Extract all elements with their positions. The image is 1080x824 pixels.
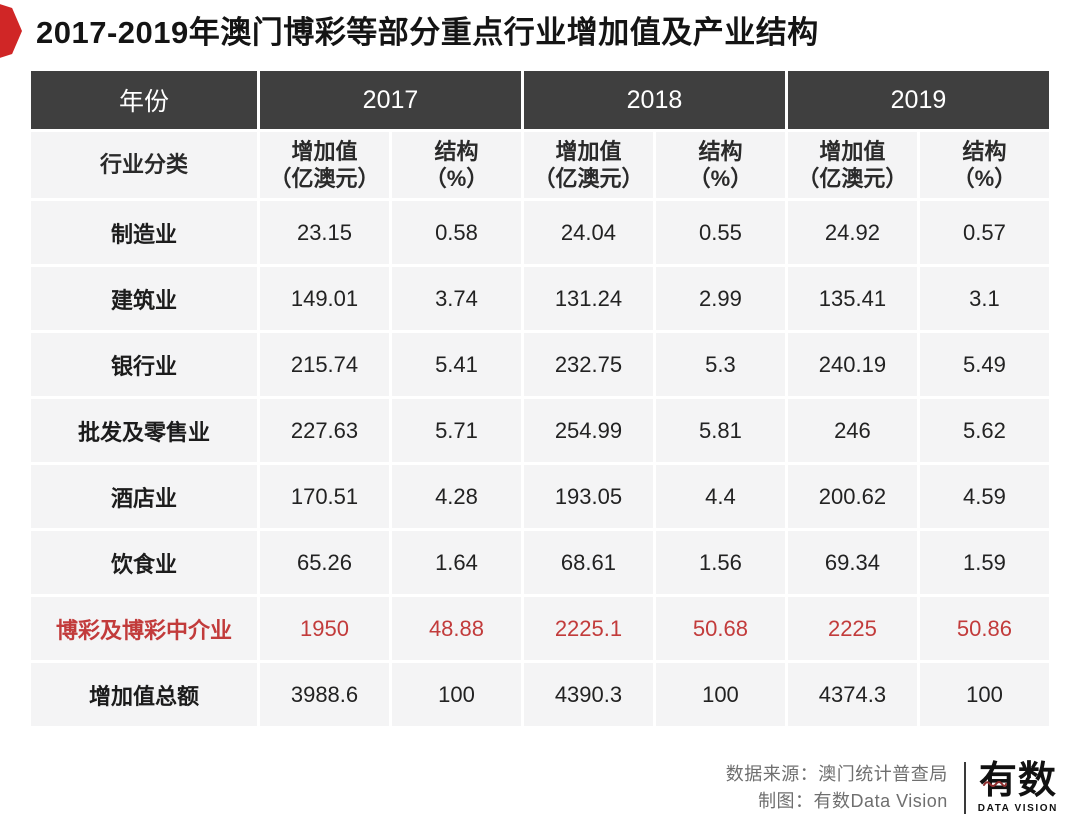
value-cell: 1.64 (391, 531, 521, 594)
value-cell: 5.41 (391, 333, 521, 396)
table-row: 建筑业 149.01 3.74 131.24 2.99 135.41 3.1 (31, 267, 1049, 330)
table-row: 批发及零售业 227.63 5.71 254.99 5.81 246 5.62 (31, 399, 1049, 462)
industry-label: 建筑业 (31, 267, 257, 330)
table-row: 增加值总额 3988.6 100 4390.3 100 4374.3 100 (31, 663, 1049, 726)
logo-cn-text: 有数 (978, 760, 1057, 802)
value-cell: 5.62 (919, 399, 1049, 462)
value-cell: 100 (391, 663, 521, 726)
value-cell: 69.34 (787, 531, 917, 594)
industry-label: 博彩及博彩中介业 (31, 597, 257, 660)
value-header-cell: 增加值 （亿澳元） (787, 132, 917, 198)
value-cell: 4390.3 (523, 663, 653, 726)
corner-header-cell: 年份 (31, 71, 257, 129)
industry-label: 酒店业 (31, 465, 257, 528)
footer-divider (963, 762, 966, 814)
value-cell: 232.75 (523, 333, 653, 396)
page-title: 2017-2019年澳门博彩等部分重点行业增加值及产业结构 (36, 15, 819, 50)
value-cell: 4.4 (655, 465, 785, 528)
value-cell: 1.56 (655, 531, 785, 594)
data-table-wrap: 年份 2017 2018 2019 行业分类 增加值 （亿澳元） 结构 （%） … (28, 68, 1052, 729)
table-row: 饮食业 65.26 1.64 68.61 1.56 69.34 1.59 (31, 531, 1049, 594)
value-cell: 2225 (787, 597, 917, 660)
value-cell: 3988.6 (260, 663, 389, 726)
table-row: 制造业 23.15 0.58 24.04 0.55 24.92 0.57 (31, 201, 1049, 264)
value-cell: 24.92 (787, 201, 917, 264)
value-cell: 5.3 (655, 333, 785, 396)
industry-label: 增加值总额 (31, 663, 257, 726)
value-cell: 193.05 (523, 465, 653, 528)
share-header-cell: 结构 （%） (919, 132, 1049, 198)
share-header-cell: 结构 （%） (391, 132, 521, 198)
value-cell: 149.01 (260, 267, 389, 330)
sub-header-row: 行业分类 增加值 （亿澳元） 结构 （%） 增加值 （亿澳元） 结构 （%） 增… (31, 132, 1049, 198)
share-header-cell: 结构 （%） (655, 132, 785, 198)
year-header-2019: 2019 (787, 71, 1049, 129)
industry-label: 批发及零售业 (31, 399, 257, 462)
value-cell: 50.68 (655, 597, 785, 660)
table-row: 博彩及博彩中介业 1950 48.88 2225.1 50.68 2225 50.86 (31, 597, 1049, 660)
youshu-logo: 有数 DATA VISION (978, 762, 1058, 814)
value-cell: 246 (787, 399, 917, 462)
value-cell: 0.58 (391, 201, 521, 264)
value-cell: 4374.3 (787, 663, 917, 726)
value-cell: 215.74 (260, 333, 389, 396)
value-cell: 2.99 (655, 267, 785, 330)
value-cell: 200.62 (787, 465, 917, 528)
value-cell: 68.61 (523, 531, 653, 594)
industry-label: 银行业 (31, 333, 257, 396)
logo-en-text: DATA VISION (977, 803, 1058, 814)
title-marker-icon (0, 4, 22, 58)
value-cell: 0.57 (919, 201, 1049, 264)
value-header-cell: 增加值 （亿澳元） (260, 132, 389, 198)
value-cell: 170.51 (260, 465, 389, 528)
value-cell: 23.15 (260, 201, 389, 264)
value-cell: 5.81 (655, 399, 785, 462)
value-cell: 50.86 (919, 597, 1049, 660)
title-bar: 2017-2019年澳门博彩等部分重点行业增加值及产业结构 (0, 0, 1080, 64)
footer: 数据来源：澳门统计普查局 制图：有数Data Vision 有数 DATA VI… (0, 761, 1080, 815)
value-cell: 5.71 (391, 399, 521, 462)
industry-header-cell: 行业分类 (31, 132, 257, 198)
value-cell: 5.49 (919, 333, 1049, 396)
credits: 数据来源：澳门统计普查局 制图：有数Data Vision (726, 761, 948, 815)
industry-label: 饮食业 (31, 531, 257, 594)
data-table: 年份 2017 2018 2019 行业分类 增加值 （亿澳元） 结构 （%） … (28, 68, 1052, 729)
table-row: 银行业 215.74 5.41 232.75 5.3 240.19 5.49 (31, 333, 1049, 396)
value-cell: 240.19 (787, 333, 917, 396)
table-row: 酒店业 170.51 4.28 193.05 4.4 200.62 4.59 (31, 465, 1049, 528)
value-cell: 135.41 (787, 267, 917, 330)
year-header-row: 年份 2017 2018 2019 (31, 71, 1049, 129)
value-cell: 3.1 (919, 267, 1049, 330)
data-source-line: 数据来源：澳门统计普查局 (725, 764, 948, 784)
table-body: 制造业 23.15 0.58 24.04 0.55 24.92 0.57 建筑业 149.01 3… (31, 201, 1049, 726)
value-cell: 1950 (260, 597, 389, 660)
value-cell: 1.59 (919, 531, 1049, 594)
value-cell: 3.74 (391, 267, 521, 330)
value-cell: 65.26 (260, 531, 389, 594)
value-cell: 0.55 (655, 201, 785, 264)
value-cell: 254.99 (523, 399, 653, 462)
year-header-2017: 2017 (260, 71, 521, 129)
industry-label: 制造业 (31, 201, 257, 264)
credit-line: 制图：有数Data Vision (758, 791, 948, 811)
value-cell: 48.88 (391, 597, 521, 660)
value-cell: 24.04 (523, 201, 653, 264)
value-cell: 4.59 (919, 465, 1049, 528)
value-cell: 227.63 (260, 399, 389, 462)
value-cell: 131.24 (523, 267, 653, 330)
value-header-cell: 增加值 （亿澳元） (523, 132, 653, 198)
value-cell: 100 (919, 663, 1049, 726)
value-cell: 100 (655, 663, 785, 726)
value-cell: 4.28 (391, 465, 521, 528)
value-cell: 2225.1 (523, 597, 653, 660)
year-header-2018: 2018 (523, 71, 785, 129)
